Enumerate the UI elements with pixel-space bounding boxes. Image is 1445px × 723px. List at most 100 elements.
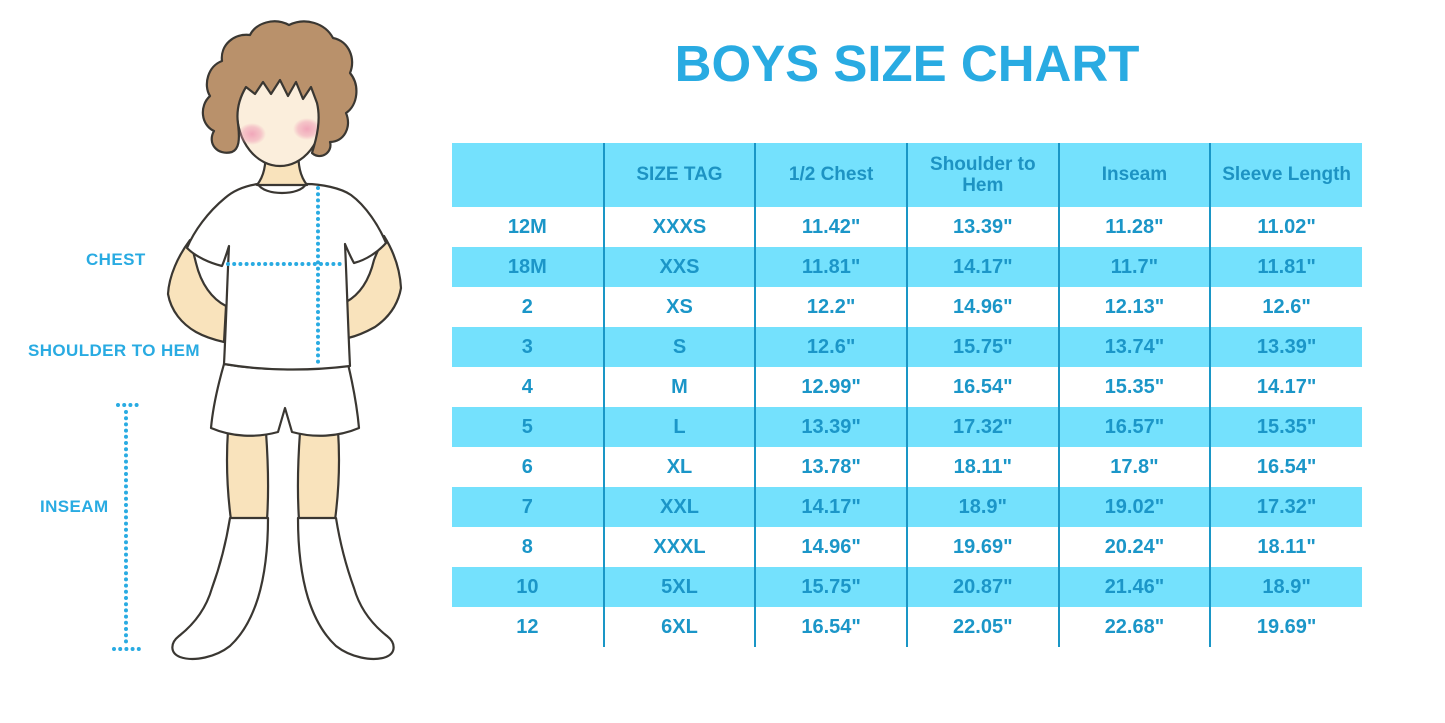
- table-row: 12 6XL 16.54" 22.05" 22.68" 19.69": [452, 607, 1362, 647]
- table-cell: 19.02": [1057, 487, 1211, 527]
- table-row: 10 5XL 15.75" 20.87" 21.46" 18.9": [452, 567, 1362, 607]
- table-cell: 18M: [452, 247, 604, 287]
- table-cell: 16.54": [1209, 447, 1362, 487]
- boy-hair: [201, 20, 358, 158]
- column-header: [452, 143, 604, 207]
- table-cell: 13.78": [754, 447, 907, 487]
- table-row: 4 M 12.99" 16.54" 15.35" 14.17": [452, 367, 1362, 407]
- boy-blush-right: [293, 118, 321, 140]
- table-row: 3 S 12.6" 15.75" 13.74" 13.39": [452, 327, 1362, 367]
- size-table: SIZE TAG 1/2 Chest Shoulder to Hem Inseam Sl…: [452, 143, 1362, 647]
- boy-shorts: [209, 362, 361, 437]
- table-cell: 16.54": [754, 607, 907, 647]
- boy-illustration: [112, 20, 403, 661]
- boy-figure-illustration: CHEST SHOULDER TO HEM INSEAM: [0, 0, 450, 723]
- table-cell: 12.6": [1209, 287, 1362, 327]
- boy-tshirt: [185, 182, 388, 371]
- table-cell: 8: [521, 535, 533, 558]
- column-header: Inseam: [1057, 143, 1211, 207]
- table-cell: 15.35": [1057, 367, 1211, 407]
- boy-arm-right: [344, 234, 403, 340]
- table-cell: 17.32": [905, 407, 1059, 447]
- table-cell: 13.39": [754, 407, 907, 447]
- table-row: 2 XS 12.2" 14.96" 12.13" 12.6": [452, 287, 1362, 327]
- table-cell: 2: [521, 295, 533, 318]
- table-cell: 13.39": [905, 207, 1059, 247]
- size-table-body: 12M XXXS 11.42" 13.39" 11.28" 11.02" 18M XXS 11.…: [452, 207, 1362, 647]
- table-cell: 14.17": [754, 487, 907, 527]
- table-row: 7 XXL 14.17" 18.9" 19.02" 17.32": [452, 487, 1362, 527]
- table-row: 5 L 13.39" 17.32" 16.57" 15.35": [452, 407, 1362, 447]
- table-row: 18M XXS 11.81" 14.17" 11.7" 11.81": [452, 247, 1362, 287]
- table-cell: 12M: [507, 215, 547, 238]
- table-cell: 14.96": [754, 527, 907, 567]
- table-cell: 5: [452, 407, 604, 447]
- table-cell: XXXL: [602, 527, 756, 567]
- table-cell: XXXS: [602, 207, 756, 247]
- table-cell: L: [602, 407, 756, 447]
- table-cell: 13.74": [1057, 327, 1211, 367]
- boy-arm-left: [166, 238, 228, 344]
- table-row: 12M XXXS 11.42" 13.39" 11.28" 11.02": [452, 207, 1362, 247]
- table-cell: 19.69": [1209, 607, 1362, 647]
- table-cell: 3: [452, 327, 604, 367]
- table-cell: XS: [602, 287, 756, 327]
- table-cell: 5XL: [602, 567, 756, 607]
- table-cell: 11.81": [754, 247, 907, 287]
- table-cell: 12.13": [1057, 287, 1211, 327]
- column-header: 1/2 Chest: [754, 143, 907, 207]
- column-header: SIZE TAG: [602, 143, 756, 207]
- table-cell: 21.46": [1057, 567, 1211, 607]
- table-cell: 20.24": [1057, 527, 1211, 567]
- table-row: 6 XL 13.78" 18.11" 17.8" 16.54": [452, 447, 1362, 487]
- table-cell: 16.57": [1057, 407, 1211, 447]
- table-cell: 20.87": [905, 567, 1059, 607]
- table-cell: 18.11": [1209, 527, 1362, 567]
- shoulder-to-hem-label: SHOULDER TO HEM: [28, 341, 200, 360]
- page-title: BOYS SIZE CHART: [674, 35, 1140, 92]
- table-cell: 11.02": [1209, 207, 1362, 247]
- table-cell: 12.2": [754, 287, 907, 327]
- table-cell: 7: [452, 487, 604, 527]
- boy-leg-right: [296, 428, 341, 522]
- table-cell: 12.99": [754, 367, 907, 407]
- boy-leg-left: [225, 428, 270, 522]
- table-cell: S: [602, 327, 756, 367]
- boy-blush-left: [238, 123, 266, 145]
- table-cell: 18.11": [905, 447, 1059, 487]
- inseam-measure-line: [112, 403, 143, 651]
- table-cell: XL: [602, 447, 756, 487]
- boy-sock-left: [171, 516, 270, 661]
- column-header: Shoulder to Hem: [905, 143, 1059, 207]
- table-cell: 19.69": [905, 527, 1059, 567]
- inseam-label: INSEAM: [40, 497, 109, 516]
- table-cell: 13.39": [1209, 327, 1362, 367]
- table-cell: 18.9": [1209, 567, 1362, 607]
- table-cell: 14.96": [905, 287, 1059, 327]
- table-cell: 6XL: [602, 607, 756, 647]
- column-header: Sleeve Length: [1209, 143, 1362, 207]
- table-cell: 14.17": [1209, 367, 1362, 407]
- table-cell: 4: [521, 375, 533, 398]
- table-cell: 11.7": [1057, 247, 1211, 287]
- table-cell: 11.42": [754, 207, 907, 247]
- table-cell: 22.05": [905, 607, 1059, 647]
- table-cell: M: [602, 367, 756, 407]
- table-cell: 6: [521, 455, 533, 478]
- boy-sock-right: [296, 516, 395, 661]
- table-cell: 22.68": [1057, 607, 1211, 647]
- table-cell: 15.35": [1209, 407, 1362, 447]
- chest-label: CHEST: [86, 250, 146, 269]
- table-cell: 16.54": [905, 367, 1059, 407]
- header-row: SIZE TAG 1/2 Chest Shoulder to Hem Inseam Sl…: [452, 143, 1362, 207]
- size-table-container: SIZE TAG 1/2 Chest Shoulder to Hem Inseam Sl…: [452, 143, 1362, 647]
- table-cell: 14.17": [905, 247, 1059, 287]
- table-cell: 17.8": [1057, 447, 1211, 487]
- table-cell: XXS: [602, 247, 756, 287]
- table-cell: 11.81": [1209, 247, 1362, 287]
- table-cell: 11.28": [1057, 207, 1211, 247]
- table-cell: 18.9": [905, 487, 1059, 527]
- table-cell: 17.32": [1209, 487, 1362, 527]
- table-cell: XXL: [602, 487, 756, 527]
